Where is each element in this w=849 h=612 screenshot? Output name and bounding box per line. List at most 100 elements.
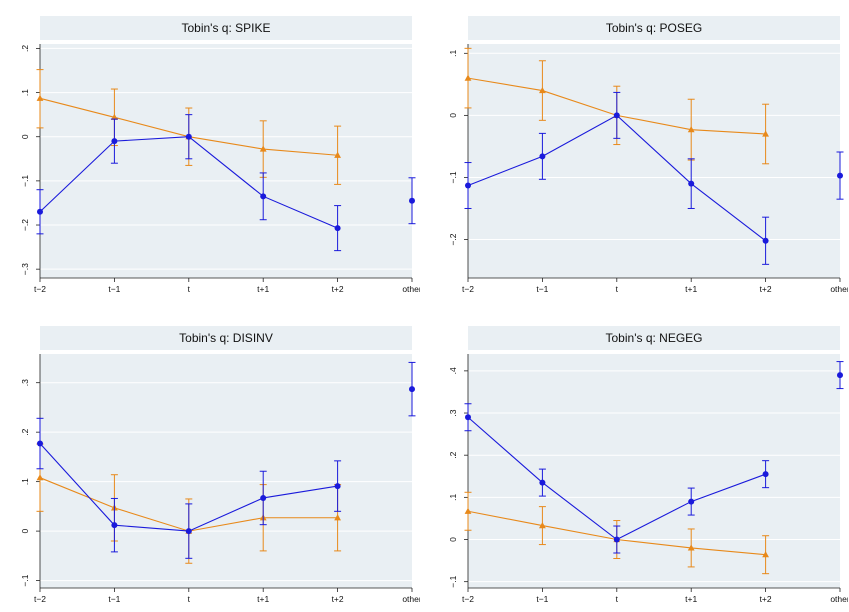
x-tick-label: t+1: [257, 284, 269, 294]
plot-area: [468, 354, 840, 588]
y-tick-label: .3: [20, 379, 30, 386]
plot-area: [40, 44, 412, 278]
y-tick-label: −.2: [20, 219, 30, 231]
x-tick-label: t+2: [332, 284, 344, 294]
data-point: [464, 507, 472, 514]
plot-area: [40, 354, 412, 588]
chart-panel-poseg: Tobin's q: POSEG −.2 −.1 0 .1 t−2 t−1 t t+1 t+2 ot…: [430, 16, 848, 298]
data-point: [409, 197, 415, 204]
data-point: [334, 483, 341, 490]
y-tick-label: −.1: [448, 171, 458, 183]
data-point: [260, 193, 267, 200]
title-band: [468, 16, 840, 40]
x-tick-label: t: [188, 594, 191, 604]
data-point: [334, 151, 341, 158]
data-point: [185, 528, 192, 535]
y-tick-label: .1: [20, 89, 30, 96]
data-point: [465, 414, 471, 421]
data-point: [111, 113, 118, 120]
x-tick-label: t+2: [760, 594, 772, 604]
data-point: [837, 372, 843, 379]
y-tick-label: .1: [448, 49, 458, 56]
data-point: [36, 474, 44, 481]
chart-title: Tobin's q: NEGEG: [606, 331, 703, 345]
y-tick-label: −.2: [448, 233, 458, 245]
title-band: [468, 326, 840, 350]
x-tick-label: t: [188, 284, 191, 294]
data-point: [687, 544, 695, 551]
y-tick-label: .2: [448, 451, 458, 458]
y-tick-label: .2: [20, 428, 30, 435]
x-tick-label: t+1: [257, 594, 269, 604]
chart-title: Tobin's q: POSEG: [606, 21, 702, 35]
y-tick-label: 0: [20, 528, 30, 533]
chart-panel-disinv: Tobin's q: DISINV −.1 0 .1 .2 .3 t−2 t−1 t t+1 t+2…: [2, 326, 420, 608]
y-tick-label: −.1: [20, 574, 30, 586]
x-tick-label: t−2: [462, 284, 474, 294]
data-point: [762, 237, 769, 244]
y-tick-label: .1: [20, 478, 30, 485]
data-point: [259, 145, 267, 152]
data-point: [111, 522, 118, 529]
x-tick-label: other: [830, 594, 848, 604]
x-tick-label: t+2: [332, 594, 344, 604]
title-band: [40, 16, 412, 40]
chart-title: Tobin's q: DISINV: [179, 331, 273, 345]
x-tick-label: t: [616, 284, 619, 294]
data-point: [260, 494, 267, 501]
data-point: [687, 126, 695, 133]
data-point: [539, 479, 546, 486]
x-tick-label: t: [616, 594, 619, 604]
plot-area: [468, 44, 840, 278]
data-point: [36, 94, 44, 101]
data-point: [837, 172, 843, 179]
data-point: [613, 536, 620, 543]
chart-title: Tobin's q: SPIKE: [181, 21, 270, 35]
x-tick-label: other: [402, 284, 420, 294]
y-tick-label: .1: [448, 494, 458, 501]
x-tick-label: other: [830, 284, 848, 294]
chart-svg: Tobin's q: DISINV −.1 0 .1 .2 .3 t−2 t−1 t t+1 t+2…: [20, 326, 420, 604]
data-point: [465, 182, 471, 189]
data-point: [762, 130, 769, 137]
x-tick-label: t−1: [108, 594, 120, 604]
chart-svg: Tobin's q: SPIKE −.3 −.2 −.1 0 .1 .2 t−2 t−1 t t+1…: [20, 16, 420, 294]
data-point: [688, 498, 695, 505]
data-point: [762, 471, 769, 478]
y-tick-label: .3: [448, 409, 458, 416]
y-tick-label: 0: [448, 537, 458, 542]
data-point: [539, 153, 546, 160]
x-tick-label: t−1: [536, 594, 548, 604]
title-band: [40, 326, 412, 350]
data-point: [539, 522, 546, 529]
x-tick-label: t+1: [685, 594, 697, 604]
data-point: [37, 440, 43, 447]
y-tick-label: .4: [448, 367, 458, 374]
chart-svg: Tobin's q: POSEG −.2 −.1 0 .1 t−2 t−1 t t+1 t+2 ot…: [448, 16, 848, 294]
chart-panel-spike: Tobin's q: SPIKE −.3 −.2 −.1 0 .1 .2 t−2 t−1 t t+1…: [2, 16, 420, 298]
chart-svg: Tobin's q: NEGEG −.1 0 .1 .2 .3 .4 t−2 t−1 t t+1 t+…: [448, 326, 848, 604]
data-point: [334, 225, 341, 232]
x-tick-label: t+1: [685, 284, 697, 294]
x-tick-label: t−2: [462, 594, 474, 604]
data-point: [37, 208, 43, 215]
y-tick-label: −.1: [20, 175, 30, 187]
x-tick-label: t−1: [536, 284, 548, 294]
data-point: [762, 551, 769, 558]
data-point: [688, 180, 695, 187]
x-tick-label: t−1: [108, 284, 120, 294]
y-tick-label: 0: [448, 113, 458, 118]
y-tick-label: 0: [20, 134, 30, 139]
x-tick-label: other: [402, 594, 420, 604]
data-point: [539, 86, 546, 94]
data-point: [464, 74, 472, 81]
data-point: [409, 386, 415, 393]
y-tick-label: .2: [20, 45, 30, 52]
data-point: [613, 112, 620, 119]
data-point: [185, 133, 192, 140]
data-point: [111, 138, 118, 145]
x-tick-label: t−2: [34, 284, 46, 294]
y-tick-label: −.3: [20, 263, 30, 275]
x-tick-label: t−2: [34, 594, 46, 604]
